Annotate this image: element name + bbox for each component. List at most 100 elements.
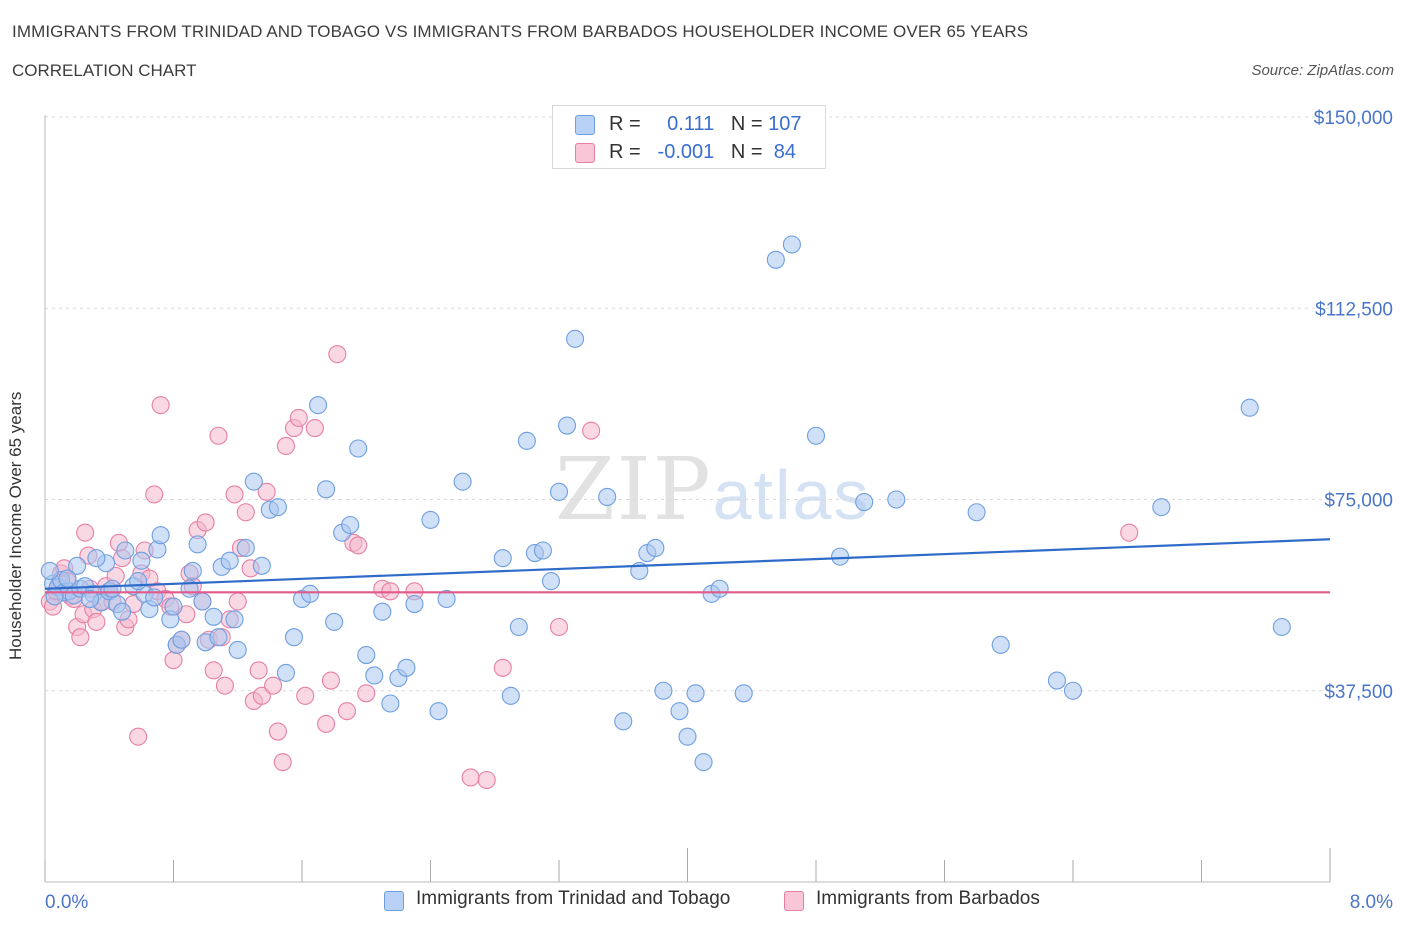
point-series0-88: [831, 547, 850, 566]
point-series0-56: [397, 658, 416, 677]
point-series1-68: [317, 714, 336, 733]
point-series0-94: [1063, 681, 1083, 700]
point-series0-44: [300, 584, 320, 603]
point-series1-71: [337, 702, 357, 721]
point-series0-51: [357, 645, 376, 665]
point-series1-70: [328, 345, 347, 364]
n-value-trinidad: 107: [768, 113, 802, 135]
point-series1-52: [228, 592, 247, 611]
point-series0-59: [429, 702, 448, 721]
point-series0-53: [373, 602, 392, 621]
point-series0-93: [1047, 671, 1066, 690]
point-series0-57: [405, 594, 424, 614]
x-tick-label-min: 0.0%: [45, 892, 88, 913]
point-series0-79: [678, 727, 697, 746]
point-series0-35: [228, 640, 247, 660]
point-series0-91: [967, 503, 986, 522]
point-series1-58: [252, 686, 271, 705]
point-series1-80: [493, 658, 512, 677]
point-series0-52: [365, 666, 384, 685]
stats-legend: R = 0.111 N = 107 R = -0.001 N = 84: [552, 105, 826, 169]
point-series0-45: [309, 396, 328, 415]
point-series0-101: [80, 589, 100, 609]
point-series1-27: [129, 727, 148, 746]
legend-swatch-barbados: [575, 143, 595, 163]
tick-labels: $37,500 $75,000 $112,500 $150,000 0.0% 8.0%: [45, 108, 1393, 913]
point-series1-74: [357, 684, 376, 703]
legend-label-barbados: Immigrants from Barbados: [816, 888, 1040, 909]
watermark: ZIPatlas: [555, 440, 870, 540]
point-series1-73: [349, 536, 368, 555]
point-series0-47: [325, 612, 344, 631]
point-series0-28: [193, 592, 212, 611]
point-series1-60: [264, 676, 283, 695]
point-series0-62: [493, 549, 512, 568]
point-series0-104: [113, 602, 132, 621]
point-series1-57: [249, 661, 268, 680]
point-series0-54: [381, 694, 400, 713]
point-series1-44: [196, 513, 215, 532]
point-series0-84: [734, 684, 753, 703]
point-series0-49: [341, 515, 360, 535]
point-series0-100: [58, 569, 77, 588]
point-series0-61: [453, 472, 472, 491]
point-series0-14: [116, 541, 135, 560]
point-series0-67: [533, 541, 552, 560]
point-series0-89: [855, 492, 874, 512]
point-series1-81: [549, 617, 569, 637]
n-value-barbados: 84: [773, 141, 796, 163]
source-credit: Source: ZipAtlas.com: [1251, 62, 1394, 79]
point-series0-87: [806, 426, 826, 445]
point-series0-37: [244, 472, 263, 491]
point-series0-63: [501, 686, 520, 705]
point-series0-68: [541, 572, 561, 591]
point-series0-65: [517, 431, 536, 450]
point-series0-22: [164, 597, 183, 616]
trend-lines: [44, 538, 1331, 594]
point-series0-42: [284, 628, 304, 647]
legend-swatch-trinidad: [575, 115, 595, 135]
chart-title: IMMIGRANTS FROM TRINIDAD AND TOBAGO VS I…: [12, 22, 1029, 41]
point-series1-78: [461, 768, 480, 787]
point-series0-85: [766, 250, 785, 269]
point-series1-16: [87, 612, 106, 631]
point-series0-95: [1152, 498, 1171, 517]
point-series1-46: [204, 661, 223, 680]
point-series0-46: [317, 480, 336, 499]
point-series1-67: [305, 419, 324, 438]
point-series0-99: [45, 587, 64, 606]
point-series0-72: [598, 487, 617, 507]
point-series0-71: [566, 329, 585, 348]
point-series0-33: [220, 551, 239, 570]
point-series0-30: [204, 607, 223, 626]
point-series1-10: [71, 628, 90, 647]
r-value-barbados: -0.001: [657, 141, 715, 163]
point-series0-70: [557, 416, 577, 435]
y-tick-label-0: $37,500: [1324, 682, 1393, 703]
point-series0-86: [782, 235, 801, 254]
point-series1-36: [164, 651, 183, 670]
point-series0-60: [437, 589, 456, 609]
point-series0-20: [151, 526, 170, 545]
point-series0-103: [103, 579, 122, 598]
point-series1-47: [209, 426, 228, 445]
point-series1-82: [582, 421, 601, 440]
point-series1-59: [257, 482, 276, 501]
legend-swatch-trinidad-bottom: [384, 891, 404, 911]
point-series1-54: [236, 503, 255, 522]
point-series0-69: [549, 482, 569, 501]
watermark-sub: atlas: [712, 456, 871, 534]
data-points: [40, 235, 1291, 790]
point-series1-66: [296, 686, 315, 705]
legend-label-trinidad: Immigrants from Trinidad and Tobago: [416, 888, 731, 909]
point-series0-50: [349, 439, 368, 458]
point-series0-38: [252, 556, 271, 575]
trend-line-series0: [44, 538, 1331, 590]
point-series1-31: [145, 485, 164, 504]
x-tick-label-max: 8.0%: [1350, 892, 1393, 913]
point-series0-27: [188, 535, 207, 554]
point-series0-98: [40, 561, 59, 580]
point-series0-36: [236, 538, 255, 558]
point-series1-33: [151, 396, 170, 415]
